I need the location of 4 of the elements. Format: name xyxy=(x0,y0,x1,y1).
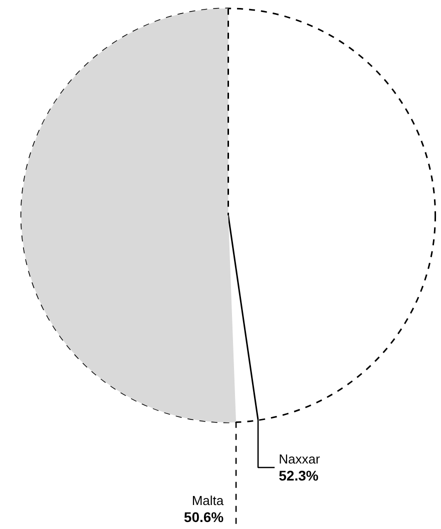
data-label: 50.6% xyxy=(184,508,224,525)
text: Malta xyxy=(192,492,224,508)
legend-label: Naxxar xyxy=(278,451,321,466)
data-label: 52.3% xyxy=(278,468,320,484)
